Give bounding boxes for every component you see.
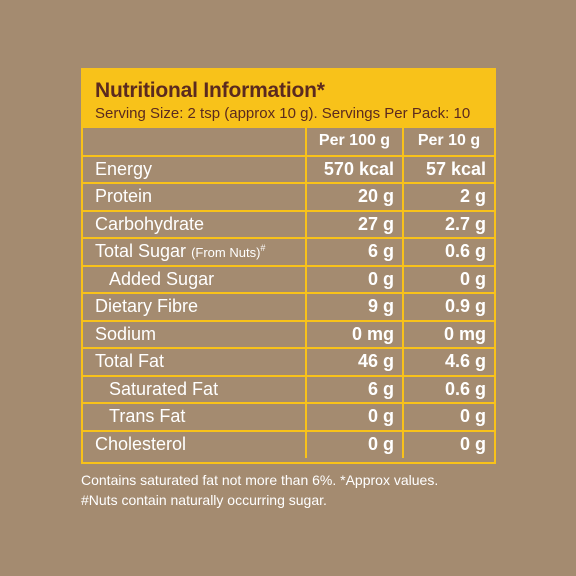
table-row: Carbohydrate 27 g 2.7 g bbox=[83, 210, 494, 239]
nutrition-table: Per 100 g Per 10 g Energy 570 kcal 57 kc… bbox=[83, 128, 494, 458]
nutrition-title: Nutritional Information* bbox=[95, 79, 325, 102]
value-per-10g: 0 g bbox=[402, 430, 494, 458]
value-per-10g: 0.6 g bbox=[402, 375, 494, 404]
header-empty-cell bbox=[83, 128, 306, 157]
nutrient-name: Sodium bbox=[83, 320, 306, 349]
nutrient-name: Protein bbox=[83, 183, 306, 212]
footnotes: Contains saturated fat not more than 6%.… bbox=[81, 470, 438, 510]
table-row: Saturated Fat 6 g 0.6 g bbox=[83, 375, 494, 404]
footnote-mark: # bbox=[260, 243, 266, 254]
column-header-per-100g: Per 100 g bbox=[305, 128, 403, 157]
nutrient-name: Cholesterol bbox=[95, 434, 187, 455]
nutrient-name: Energy bbox=[83, 155, 306, 184]
value-per-100g: 6 g bbox=[305, 238, 403, 267]
value-per-100g: 0 g bbox=[305, 265, 403, 294]
table-row: Cholesterol 0 g 0 g bbox=[83, 430, 494, 458]
nutrient-name: Trans Fat bbox=[83, 403, 306, 432]
table-row: Energy 570 kcal 57 kcal bbox=[83, 155, 494, 184]
value-per-100g: 9 g bbox=[305, 293, 403, 322]
value-per-100g: 570 kcal bbox=[305, 155, 403, 184]
nutrient-name: Added Sugar bbox=[83, 265, 306, 294]
value-per-10g: 0.9 g bbox=[402, 293, 494, 322]
footnote-line: #Nuts contain naturally occurring sugar. bbox=[81, 492, 327, 508]
value-per-100g: 6 g bbox=[305, 375, 403, 404]
table-row: Total Fat 46 g 4.6 g bbox=[83, 348, 494, 377]
table-header-row: Per 100 g Per 10 g bbox=[83, 128, 494, 157]
value-per-100g: 46 g bbox=[305, 348, 403, 377]
value-per-10g: 0 g bbox=[402, 265, 494, 294]
value-per-100g: 20 g bbox=[305, 183, 403, 212]
nutrient-note: (From Nuts) bbox=[191, 245, 261, 261]
value-per-100g: 0 g bbox=[305, 403, 403, 432]
table-row: Trans Fat 0 g 0 g bbox=[83, 403, 494, 432]
column-header-per-10g: Per 10 g bbox=[402, 128, 494, 157]
footnote-line: Contains saturated fat not more than 6%.… bbox=[81, 472, 439, 488]
nutrient-name-cell: Total Sugar (From Nuts)# bbox=[83, 238, 306, 267]
nutrient-name: Total Fat bbox=[83, 348, 306, 377]
nutrient-name: Saturated Fat bbox=[83, 375, 306, 404]
table-row: Total Sugar (From Nuts)# 6 g 0.6 g bbox=[83, 238, 494, 267]
serving-info: Serving Size: 2 tsp (approx 10 g). Servi… bbox=[95, 105, 471, 122]
table-row: Dietary Fibre 9 g 0.9 g bbox=[83, 293, 494, 322]
value-per-100g: 0 g bbox=[305, 430, 403, 458]
value-per-100g: 0 mg bbox=[305, 320, 403, 349]
value-per-10g: 2.7 g bbox=[402, 210, 494, 239]
table-row: Sodium 0 mg 0 mg bbox=[83, 320, 494, 349]
value-per-10g: 0.6 g bbox=[402, 238, 494, 267]
value-per-10g: 2 g bbox=[402, 183, 494, 212]
value-per-10g: 4.6 g bbox=[402, 348, 494, 377]
nutrition-panel: Nutritional Information* Serving Size: 2… bbox=[81, 68, 496, 464]
nutrient-name: Total Sugar bbox=[95, 241, 187, 262]
nutrient-name: Carbohydrate bbox=[83, 210, 306, 239]
table-row: Protein 20 g 2 g bbox=[83, 183, 494, 212]
nutrient-name: Dietary Fibre bbox=[83, 293, 306, 322]
value-per-10g: 0 g bbox=[402, 403, 494, 432]
value-per-10g: 57 kcal bbox=[402, 155, 494, 184]
value-per-10g: 0 mg bbox=[402, 320, 494, 349]
value-per-100g: 27 g bbox=[305, 210, 403, 239]
table-row: Added Sugar 0 g 0 g bbox=[83, 265, 494, 294]
nutrition-header: Nutritional Information* Serving Size: 2… bbox=[83, 70, 494, 128]
